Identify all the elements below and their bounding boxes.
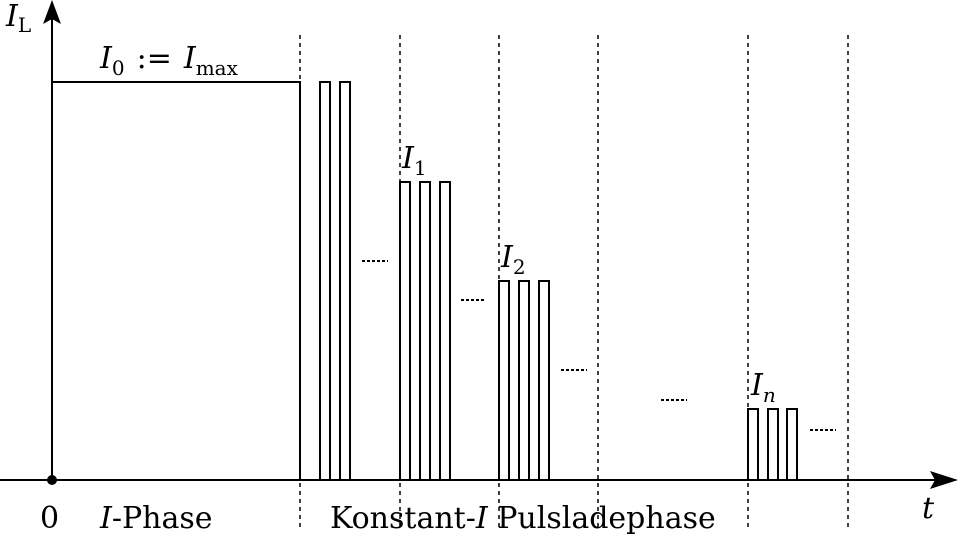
symbol: I bbox=[401, 141, 415, 176]
phase-label: Konstant-I Pulsladephase bbox=[330, 501, 716, 536]
pulse bbox=[747, 408, 759, 481]
pulse bbox=[786, 408, 798, 481]
x-arrow bbox=[930, 471, 958, 489]
pulse bbox=[767, 408, 779, 481]
pulse bbox=[518, 280, 530, 481]
phase-text: -Phase bbox=[112, 501, 213, 536]
subscript: 0 bbox=[112, 56, 125, 80]
subscript: L bbox=[18, 13, 31, 37]
pulses bbox=[319, 81, 798, 481]
pulse bbox=[419, 181, 431, 481]
constant-current bbox=[52, 81, 301, 480]
subscript: 1 bbox=[414, 156, 427, 180]
subscript: n bbox=[763, 383, 776, 407]
y-axis-label: IL bbox=[5, 0, 31, 37]
pulse bbox=[319, 81, 331, 481]
pulse bbox=[339, 81, 351, 481]
subscript: 2 bbox=[513, 255, 526, 279]
x-axis-label: t bbox=[922, 491, 935, 526]
level-i0: I0:= Imax bbox=[99, 41, 239, 80]
symbol: I bbox=[500, 240, 514, 275]
origin-label: 0 bbox=[40, 501, 59, 536]
pulse bbox=[498, 280, 510, 481]
phase-text: Konstant- bbox=[330, 501, 476, 536]
subscript: max bbox=[196, 56, 239, 80]
symbol: I bbox=[5, 0, 19, 34]
symbol: I bbox=[750, 368, 764, 403]
origin-dot bbox=[47, 475, 57, 485]
symbol: I bbox=[99, 501, 113, 536]
pulse bbox=[399, 181, 411, 481]
symbol: I bbox=[183, 41, 197, 76]
dividers bbox=[299, 35, 849, 528]
ellipses bbox=[362, 260, 836, 431]
pulse bbox=[538, 280, 550, 481]
operator: := bbox=[137, 41, 172, 76]
level-in: In bbox=[750, 368, 776, 407]
phase-text: Pulsladephase bbox=[488, 501, 716, 536]
level-i1: I1 bbox=[401, 141, 427, 180]
y-arrow bbox=[43, 0, 61, 24]
pulse bbox=[439, 181, 451, 481]
level-i2: I2 bbox=[500, 240, 526, 279]
phase-label: I-Phase bbox=[99, 501, 213, 536]
symbol: I bbox=[99, 41, 113, 76]
symbol: I bbox=[475, 501, 489, 536]
